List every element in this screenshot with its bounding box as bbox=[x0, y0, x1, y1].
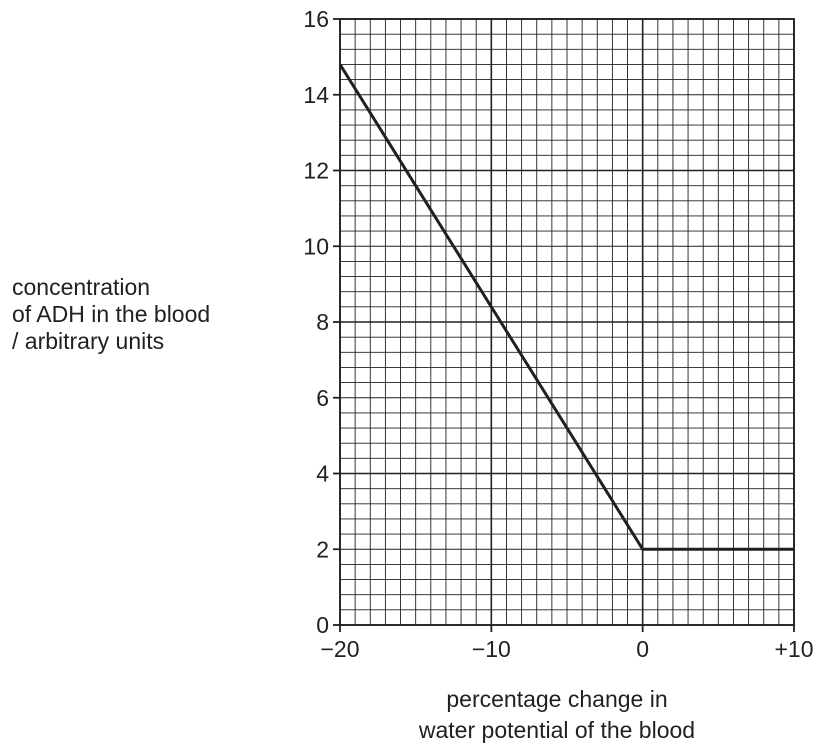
y-tick-label: 14 bbox=[303, 82, 329, 108]
x-tick-label: −10 bbox=[472, 636, 511, 662]
y-tick-label: 16 bbox=[303, 6, 329, 32]
y-tick-labels: 0 2 4 6 8 10 12 14 16 bbox=[303, 6, 329, 638]
x-tick-label: −20 bbox=[320, 636, 359, 662]
x-tick-label: 0 bbox=[636, 636, 649, 662]
y-tick-label: 0 bbox=[316, 612, 329, 638]
series-layer bbox=[338, 63, 794, 551]
y-tick-label: 8 bbox=[316, 309, 329, 335]
adh-concentration-line bbox=[338, 63, 794, 551]
y-tick-label: 4 bbox=[316, 461, 329, 487]
y-tick-label: 10 bbox=[303, 233, 329, 259]
y-tick-label: 2 bbox=[316, 536, 329, 562]
y-axis-label-line-3: / arbitrary units bbox=[12, 328, 165, 354]
y-axis-label: concentration of ADH in the blood / arbi… bbox=[12, 274, 210, 355]
y-axis-label-line-2: of ADH in the blood bbox=[12, 301, 211, 327]
y-tick-label: 12 bbox=[303, 158, 329, 184]
tick-marks bbox=[333, 18, 795, 632]
x-tick-labels: −20 −10 0 +10 bbox=[320, 636, 813, 662]
x-axis-label-line-2: water potential of the blood bbox=[418, 717, 696, 743]
y-tick-label: 6 bbox=[316, 385, 329, 411]
y-axis-label-line-1: concentration bbox=[12, 274, 151, 300]
x-axis-label-line-1: percentage change in bbox=[446, 686, 668, 712]
x-axis-label: percentage change in water potential of … bbox=[392, 684, 722, 746]
x-tick-label: +10 bbox=[774, 636, 813, 662]
